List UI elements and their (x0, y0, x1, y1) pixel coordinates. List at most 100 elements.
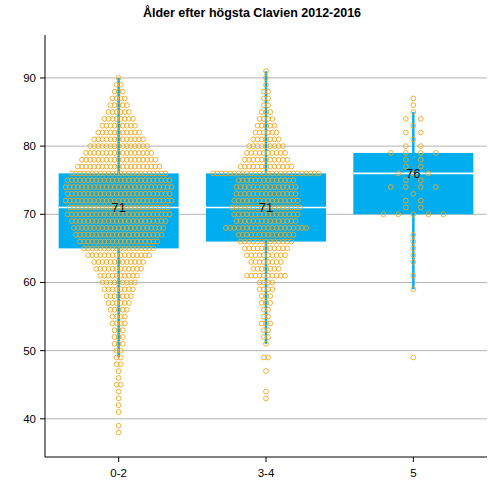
point-row (261, 96, 270, 101)
point (266, 328, 271, 333)
point-row (116, 423, 121, 428)
point (283, 273, 288, 278)
point (278, 260, 283, 265)
box-group (206, 71, 326, 344)
point (118, 348, 123, 353)
point (145, 144, 150, 149)
point (169, 185, 174, 190)
point-row (381, 212, 446, 217)
point (418, 144, 423, 149)
point-row (71, 226, 165, 231)
point-row (63, 185, 174, 190)
point-row (255, 123, 277, 128)
point-row (110, 314, 127, 319)
point-row (411, 355, 416, 360)
point (418, 198, 423, 203)
point-row (92, 137, 146, 142)
point-row (259, 294, 272, 299)
point (418, 130, 423, 135)
point (381, 212, 386, 217)
point-row (92, 260, 146, 265)
point-row (411, 273, 416, 278)
point-row (65, 178, 172, 183)
plot-area (59, 69, 474, 435)
y-tick-label: 60 (23, 276, 36, 288)
point (116, 430, 121, 435)
y-axis (45, 35, 46, 457)
point-row (403, 130, 423, 135)
point (297, 205, 302, 210)
point-row (411, 103, 416, 108)
point (149, 151, 154, 156)
point (122, 314, 127, 319)
point-row (411, 239, 416, 244)
point-row (411, 191, 416, 196)
point (411, 253, 416, 258)
point-row (261, 89, 270, 94)
point (276, 266, 281, 271)
title: Ålder efter högsta Clavien 2012-2016 (143, 5, 361, 20)
point (266, 355, 271, 360)
point (293, 191, 298, 196)
point-row (242, 157, 289, 162)
point-row (264, 341, 269, 346)
point-row (411, 232, 416, 237)
point (411, 287, 416, 292)
point (272, 123, 277, 128)
x-tick-label: 5 (410, 467, 416, 479)
point (169, 198, 174, 203)
point-row (80, 157, 158, 162)
point (264, 389, 269, 394)
point-row (264, 389, 269, 394)
points (63, 76, 174, 435)
grid-line (45, 418, 487, 419)
point (411, 355, 416, 360)
point-row (234, 191, 298, 196)
point (403, 151, 408, 156)
point (161, 226, 166, 231)
point-row (411, 287, 416, 292)
point (116, 410, 121, 415)
point (131, 116, 136, 121)
y-tick (40, 146, 45, 147)
point (122, 321, 127, 326)
point (118, 355, 123, 360)
point (153, 157, 158, 162)
point-row (403, 205, 423, 210)
point (411, 260, 416, 265)
point-row (102, 116, 135, 121)
point (411, 273, 416, 278)
y-tick-label: 40 (23, 413, 36, 425)
point-row (114, 82, 123, 87)
point-row (234, 219, 298, 224)
point-row (116, 369, 121, 374)
y-tick (40, 350, 45, 351)
point (285, 157, 290, 162)
point (266, 335, 271, 340)
point-row (94, 266, 144, 271)
point (266, 103, 271, 108)
point-row (116, 376, 121, 381)
point-row (86, 253, 152, 258)
point (126, 110, 131, 115)
point-row (106, 301, 131, 306)
point-row (223, 226, 308, 231)
point (155, 239, 160, 244)
x-tick-label: 0-2 (110, 467, 127, 479)
point-row (264, 396, 269, 401)
point (116, 389, 121, 394)
point-row (78, 239, 160, 244)
point-row (388, 151, 438, 156)
point-row (211, 171, 322, 176)
point (403, 185, 408, 190)
point (264, 82, 269, 87)
point (403, 116, 408, 121)
point-row (236, 232, 296, 237)
point-row (403, 198, 423, 203)
point-row (112, 335, 125, 340)
x-tick (266, 457, 267, 462)
point-row (411, 246, 416, 251)
point-row (234, 185, 298, 190)
point (118, 82, 123, 87)
point-row (73, 232, 163, 237)
